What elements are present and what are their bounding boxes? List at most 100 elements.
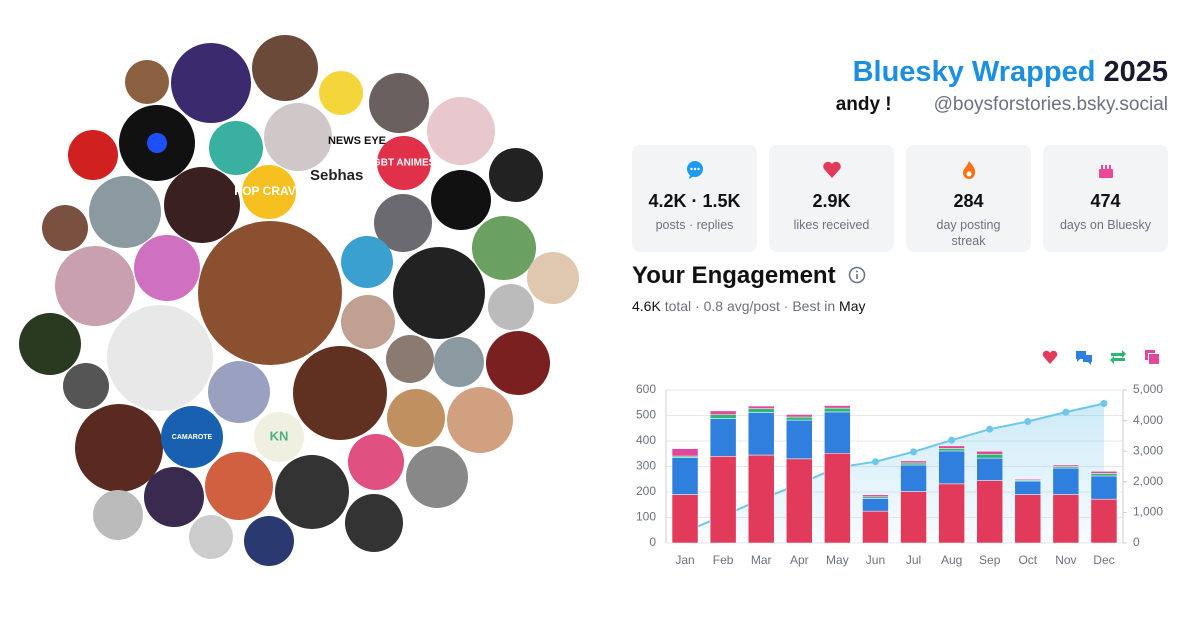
legend-icon[interactable] (1042, 350, 1058, 364)
y-tick-label: 400 (636, 433, 656, 447)
avatar (488, 284, 534, 330)
x-tick-label: May (826, 553, 849, 567)
bar-segment (709, 418, 737, 457)
line-point (1024, 417, 1032, 425)
y2-tick-label: 0 (1133, 535, 1140, 549)
bar-segment (747, 405, 775, 409)
bar-segment (824, 405, 851, 409)
avatar (254, 412, 304, 462)
x-tick-label: Jul (906, 553, 921, 567)
avatar (164, 167, 240, 243)
avatar (205, 452, 273, 520)
bar-segment (1014, 478, 1042, 481)
avatar (319, 71, 363, 115)
legend-icon[interactable] (1145, 350, 1159, 364)
bar-segment (976, 450, 1003, 455)
bar-segment (862, 496, 889, 499)
legend-icon[interactable] (1076, 351, 1092, 365)
stat-label: likes received (793, 218, 870, 232)
avatar-text: KN (270, 428, 289, 443)
bar-segment (862, 498, 889, 512)
bar-segment (1090, 471, 1118, 474)
stat-card: 2.9K likes received (769, 145, 894, 252)
avatar (242, 165, 296, 219)
bar-segment (1014, 479, 1042, 482)
avatar (198, 221, 342, 365)
y-tick-label: 500 (636, 408, 656, 422)
bar-segment (900, 462, 927, 466)
line (684, 402, 1105, 533)
bar-segment (976, 457, 1003, 481)
line-point (833, 463, 841, 471)
legend-swatch (1076, 351, 1092, 365)
avatar (264, 103, 332, 171)
line-point (681, 528, 689, 536)
avatar (244, 516, 294, 566)
bar-segment (1090, 498, 1118, 544)
legend-icon[interactable] (1110, 350, 1126, 364)
line-point (1062, 408, 1070, 416)
avatar (93, 490, 143, 540)
avatar (125, 60, 169, 104)
avatar (42, 205, 88, 251)
bar-segment (862, 494, 889, 498)
user: andy ! @boysforstories.bsky.social (836, 94, 1168, 116)
bar-segment (671, 455, 699, 458)
avatar-text: Sebhas (310, 167, 363, 184)
icon (686, 161, 703, 179)
line-point (719, 512, 727, 520)
y-tick-label: 0 (649, 535, 656, 549)
avatar (252, 35, 318, 101)
summary: 4.6K total · 0.8 avg/post · Best in May (632, 298, 865, 314)
avatar (374, 194, 432, 252)
title-year: 2025 (1103, 56, 1168, 88)
bar-segment (786, 414, 813, 418)
stat-label: day posting streak (936, 218, 1001, 248)
avatar (406, 446, 468, 508)
avatar-cloud: NEWS EYE LGBT ANIMES+ POP CRAVE Sebhas KN CAM… (19, 35, 579, 566)
bar-segment (900, 491, 927, 544)
x-tick-label: Mar (751, 553, 772, 567)
stat-value: 4.2K · 1.5K (648, 191, 741, 211)
bar-segment (938, 450, 965, 485)
avatar-text: NEWS EYE (328, 135, 386, 147)
avatar (377, 136, 431, 190)
summary-part: 4.6K (632, 298, 661, 314)
avatar (486, 331, 550, 395)
y2-tick-label: 3,000 (1133, 443, 1163, 457)
icon (822, 161, 841, 178)
display-name: andy ! (835, 94, 892, 115)
bar-segment (938, 448, 965, 452)
avatar (55, 246, 135, 326)
title: Bluesky Wrapped 2025 (853, 56, 1168, 89)
bar-segment (786, 419, 813, 460)
summary-part: total · (660, 298, 704, 314)
handle[interactable]: @boysforstories.bsky.social (933, 94, 1168, 115)
stat-label: days on Bluesky (1059, 218, 1152, 232)
avatar (89, 176, 161, 248)
info-icon[interactable] (848, 266, 866, 284)
bar-segment (900, 464, 927, 492)
bar-segment (747, 412, 775, 456)
avatar (293, 346, 387, 440)
avatar (208, 361, 270, 423)
avatar (527, 252, 579, 304)
bar-segment (900, 460, 927, 464)
bar-segment (1090, 475, 1118, 500)
avatar (348, 434, 404, 490)
line-point (757, 495, 765, 503)
avatar (209, 121, 263, 175)
bar-segment (1014, 480, 1042, 495)
avatar (387, 389, 445, 447)
y2-tick-label: 1,000 (1133, 505, 1163, 519)
avatar (386, 335, 434, 383)
bar-segment (1052, 467, 1080, 495)
avatar (275, 455, 349, 529)
stat-card: 4.2K · 1.5K posts · replies (632, 145, 757, 252)
x-tick-label: Jun (866, 553, 885, 567)
icon (962, 161, 975, 179)
bar-segment (671, 494, 699, 544)
legend-swatch (1145, 350, 1159, 364)
section-title: Your Engagement (632, 262, 866, 290)
